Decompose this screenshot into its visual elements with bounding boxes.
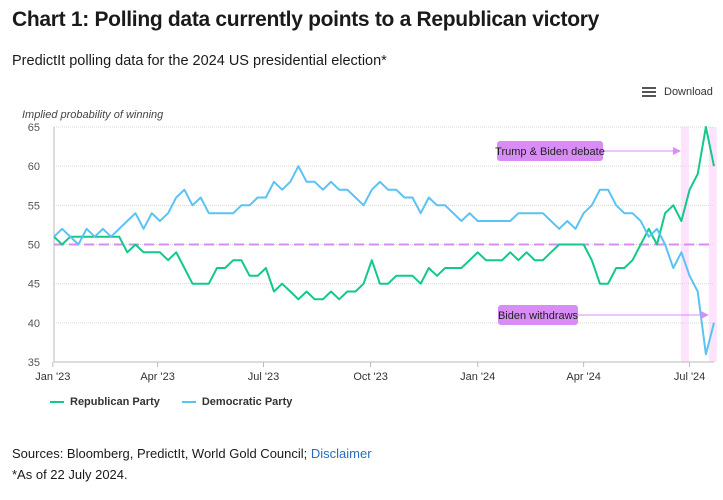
legend-swatch-democratic — [181, 401, 196, 403]
republican-line — [53, 126, 715, 301]
y-tick-label: 35 — [28, 357, 40, 369]
legend-item-democratic[interactable]: Democratic Party — [181, 396, 293, 408]
arrowhead-icon — [700, 311, 709, 319]
arrowhead-icon — [672, 147, 681, 155]
annotation-box — [498, 305, 578, 325]
y-tick-label: 65 — [28, 122, 40, 134]
y-axis-title: Implied probability of winning — [22, 109, 164, 121]
legend-label-democratic: Democratic Party — [201, 396, 293, 408]
disclaimer-link[interactable]: Disclaimer — [310, 446, 372, 461]
x-tick-label: Jul '24 — [674, 371, 705, 383]
legend-label-republican: Republican Party — [70, 396, 160, 408]
sources: Sources: Bloomberg, PredictIt, World Gol… — [12, 446, 372, 461]
annotation-label: Biden withdraws — [498, 310, 579, 322]
y-tick-label: 50 — [28, 240, 40, 252]
x-tick-label: Jul '23 — [248, 371, 279, 383]
x-tick-label: Apr '23 — [140, 371, 175, 383]
legend: Republican Party Democratic Party — [50, 396, 292, 408]
download-button[interactable]: Download — [642, 86, 713, 98]
x-tick-label: Jan '24 — [460, 371, 495, 383]
chart-title: Chart 1: Polling data currently points t… — [12, 8, 599, 31]
democratic-line — [53, 165, 715, 356]
legend-swatch-republican — [50, 401, 64, 403]
y-tick-label: 55 — [28, 200, 40, 212]
y-tick-label: 60 — [28, 161, 40, 173]
x-tick-label: Oct '23 — [353, 371, 388, 383]
legend-item-republican[interactable]: Republican Party — [50, 396, 160, 408]
chart-subtitle: PredictIt polling data for the 2024 US p… — [12, 53, 387, 69]
download-label: Download — [664, 86, 713, 98]
x-tick-label: Apr '24 — [566, 371, 601, 383]
y-tick-label: 40 — [28, 318, 40, 330]
annotation-box — [497, 141, 603, 161]
hamburger-menu-icon — [642, 87, 656, 97]
annotation-label: Trump & Biden debate — [495, 146, 605, 158]
x-tick-label: Jan '23 — [35, 371, 70, 383]
y-tick-label: 45 — [28, 279, 40, 291]
sources-text: Sources: Bloomberg, PredictIt, World Gol… — [12, 446, 311, 461]
footnote: *As of 22 July 2024. — [12, 467, 128, 482]
